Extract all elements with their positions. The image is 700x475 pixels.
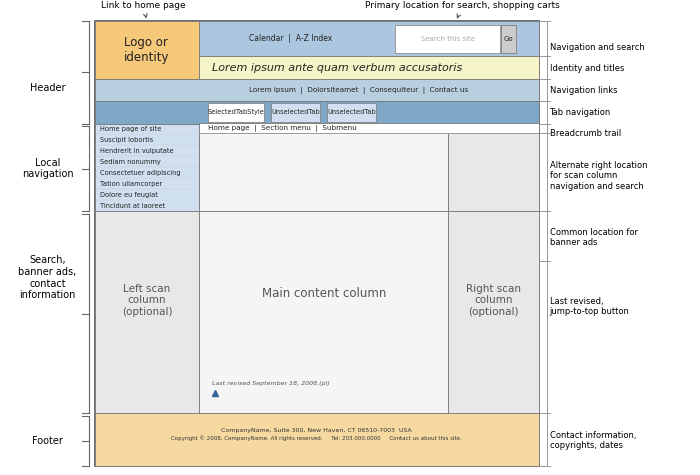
Text: Common location for
banner ads: Common location for banner ads bbox=[550, 228, 638, 247]
Text: Go: Go bbox=[503, 36, 513, 42]
Text: Link to home page: Link to home page bbox=[102, 1, 186, 18]
Text: Home page of site: Home page of site bbox=[100, 126, 162, 132]
Text: UnselectedTab: UnselectedTab bbox=[271, 109, 320, 115]
Text: Header: Header bbox=[30, 83, 65, 93]
Bar bbox=[199, 133, 448, 211]
Text: Identity and titles: Identity and titles bbox=[550, 64, 624, 73]
Bar bbox=[94, 413, 539, 466]
Text: Tincidunt at laoreet: Tincidunt at laoreet bbox=[100, 203, 165, 209]
Text: Search,
banner ads,
contact
information: Search, banner ads, contact information bbox=[18, 256, 77, 300]
Text: Home page  |  Section menu  |  Submenu: Home page | Section menu | Submenu bbox=[208, 125, 356, 132]
Bar bbox=[94, 21, 539, 466]
Text: UnselectedTab: UnselectedTab bbox=[327, 109, 376, 115]
Text: Logo or
identity: Logo or identity bbox=[125, 37, 169, 64]
Text: Left scan
column
(optional): Left scan column (optional) bbox=[122, 284, 172, 317]
Bar bbox=[208, 103, 264, 122]
Bar bbox=[199, 56, 539, 79]
Text: Navigation links: Navigation links bbox=[550, 86, 617, 95]
Bar bbox=[395, 25, 500, 53]
Bar bbox=[500, 25, 516, 53]
Bar bbox=[94, 21, 539, 56]
Text: Last revised September 18, 2008.(pl): Last revised September 18, 2008.(pl) bbox=[212, 381, 330, 386]
Bar bbox=[271, 103, 320, 122]
Bar bbox=[94, 101, 539, 124]
Bar bbox=[94, 124, 199, 211]
Text: Tation ullamcorper: Tation ullamcorper bbox=[100, 181, 162, 187]
Bar bbox=[94, 79, 539, 101]
Text: Copyright © 2008, CompanyName. All rights reserved.     Tel: 203.000.0000     Co: Copyright © 2008, CompanyName. All right… bbox=[172, 435, 462, 441]
Text: Alternate right location
for scan column
navigation and search: Alternate right location for scan column… bbox=[550, 161, 647, 190]
Text: Calendar  |  A-Z Index: Calendar | A-Z Index bbox=[249, 34, 332, 43]
Bar bbox=[199, 124, 539, 133]
Text: Primary location for search, shopping carts: Primary location for search, shopping ca… bbox=[365, 1, 560, 18]
Text: Last revised,
jump-to-top button: Last revised, jump-to-top button bbox=[550, 297, 629, 316]
Text: Footer: Footer bbox=[32, 436, 63, 446]
Text: Suscipit lobortis: Suscipit lobortis bbox=[100, 137, 153, 143]
Text: CompanyName, Suite 300, New Haven, CT 06510-7003  USA: CompanyName, Suite 300, New Haven, CT 06… bbox=[221, 428, 412, 433]
Text: Navigation and search: Navigation and search bbox=[550, 43, 644, 52]
Text: Main content column: Main content column bbox=[262, 287, 386, 300]
Text: Hendrerit in vulputate: Hendrerit in vulputate bbox=[100, 148, 174, 154]
Text: Consectetuer adipiscing: Consectetuer adipiscing bbox=[100, 170, 181, 176]
Bar bbox=[327, 103, 376, 122]
Text: Search this site: Search this site bbox=[421, 36, 475, 42]
Text: Contact information,
copyrights, dates: Contact information, copyrights, dates bbox=[550, 431, 636, 450]
Text: Breadcrumb trail: Breadcrumb trail bbox=[550, 129, 621, 137]
Bar bbox=[448, 211, 539, 413]
Text: Dolore eu feugiat: Dolore eu feugiat bbox=[100, 192, 158, 198]
Bar bbox=[448, 133, 539, 211]
Bar bbox=[199, 211, 448, 413]
Text: Local
navigation: Local navigation bbox=[22, 158, 74, 180]
Text: Sediam nonummy: Sediam nonummy bbox=[100, 159, 161, 165]
Text: Lorem ipsum  |  Dolorsiteamet  |  Consequiteur  |  Contact us: Lorem ipsum | Dolorsiteamet | Consequite… bbox=[249, 87, 468, 94]
Text: Tab navigation: Tab navigation bbox=[550, 108, 610, 117]
Text: Lorem ipsum ante quam verbum accusatoris: Lorem ipsum ante quam verbum accusatoris bbox=[212, 63, 463, 73]
Text: SelectedTabStyle: SelectedTabStyle bbox=[207, 109, 265, 115]
Text: Right scan
column
(optional): Right scan column (optional) bbox=[466, 284, 521, 317]
Bar bbox=[94, 211, 199, 413]
Bar bbox=[94, 21, 199, 79]
